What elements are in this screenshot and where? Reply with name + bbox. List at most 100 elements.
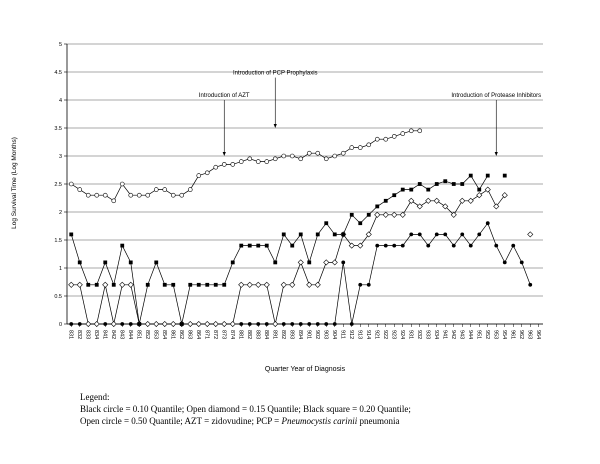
marker-black-square — [375, 204, 380, 209]
legend-line-1: Black circle = 0.10 Quantile; Open diamo… — [80, 404, 411, 414]
marker-open-diamond — [229, 320, 236, 328]
x-tick-label: 903 — [322, 330, 328, 339]
marker-open-diamond — [450, 211, 457, 218]
marker-black-square — [162, 282, 167, 287]
marker-black-circle — [349, 322, 354, 326]
marker-black-square — [69, 232, 74, 237]
x-tick-label: 912 — [348, 330, 354, 339]
marker-open-circle — [340, 150, 346, 156]
marker-open-circle — [204, 170, 210, 176]
marker-open-diamond — [365, 231, 372, 238]
x-tick-label: 904 — [331, 330, 337, 339]
marker-black-square — [341, 232, 346, 237]
marker-black-square — [315, 232, 320, 237]
x-tick-label: 843 — [118, 330, 124, 339]
marker-open-circle — [400, 131, 406, 136]
marker-open-diamond — [204, 320, 211, 328]
marker-black-square — [230, 260, 235, 265]
marker-open-diamond — [382, 211, 389, 218]
x-tick-label: 932 — [416, 330, 422, 339]
marker-black-square — [451, 182, 456, 186]
x-tick-label: 874 — [229, 330, 235, 339]
x-tick-label: 961 — [509, 330, 515, 339]
marker-open-diamond — [501, 192, 508, 199]
marker-black-circle — [239, 322, 244, 326]
marker-black-square — [460, 182, 465, 186]
x-tick-label: 921 — [373, 330, 379, 339]
marker-black-circle — [477, 232, 482, 237]
marker-black-square — [111, 282, 116, 287]
marker-open-circle — [383, 136, 389, 142]
y-tick-label: 2.5 — [54, 182, 62, 188]
marker-black-square — [103, 260, 108, 265]
x-tick-label: 962 — [518, 330, 524, 339]
marker-open-circle — [145, 192, 151, 198]
series-markers — [68, 128, 534, 328]
marker-open-diamond — [391, 211, 398, 218]
marker-black-square — [171, 282, 176, 287]
x-tick-label: 953 — [492, 330, 498, 339]
legend: Legend: Black circle = 0.10 Quantile; Op… — [80, 391, 590, 427]
marker-open-circle — [111, 198, 117, 204]
x-tick-label: 882 — [246, 330, 252, 339]
x-tick-label: 913 — [356, 330, 362, 339]
marker-black-circle — [341, 260, 346, 265]
x-tick-label: 872 — [212, 330, 218, 339]
x-tick-label: 941 — [441, 330, 447, 339]
x-tick-label: 934 — [433, 330, 439, 339]
marker-open-circle — [349, 145, 355, 150]
marker-black-circle — [120, 322, 125, 326]
x-tick-label: 894 — [297, 330, 303, 339]
marker-open-circle — [391, 134, 397, 139]
annotations: Introduction of AZT Introduction of PCP P… — [199, 71, 541, 156]
marker-black-circle — [485, 221, 490, 226]
marker-open-diamond — [408, 197, 415, 204]
y-tick-label: 4.5 — [54, 70, 62, 76]
marker-black-square — [434, 182, 439, 186]
y-tick-label: 3 — [59, 154, 62, 160]
marker-black-circle — [264, 322, 269, 326]
marker-black-square — [264, 243, 269, 248]
legend-line-2-italic: Pneumocystis carinii — [281, 416, 358, 426]
marker-black-square — [358, 221, 363, 226]
marker-open-diamond — [119, 281, 126, 288]
marker-open-circle — [102, 192, 108, 198]
y-tick-label: 2 — [59, 210, 62, 216]
legend-line-2-suffix: pneumonia — [357, 416, 400, 426]
series-line — [71, 189, 506, 325]
marker-black-circle — [400, 243, 405, 248]
marker-black-square — [409, 187, 414, 192]
legend-title: Legend: — [80, 392, 110, 402]
annotation-label: Introduction of PCP Prophylaxis — [233, 71, 318, 77]
y-axis-label: Log Survival Time (Log Months) — [11, 137, 18, 229]
marker-open-circle — [179, 192, 185, 198]
x-tick-label: 901 — [305, 330, 311, 339]
x-tick-label: 891 — [271, 330, 277, 339]
marker-black-square — [213, 282, 218, 287]
marker-black-circle — [128, 322, 133, 326]
x-tick-label: 933 — [424, 330, 430, 339]
grid-lines — [67, 43, 543, 325]
marker-open-circle — [408, 128, 414, 134]
marker-open-circle — [221, 162, 227, 167]
x-tick-label: 831 — [67, 330, 73, 339]
marker-open-diamond — [93, 320, 100, 328]
y-tick-label: 4 — [59, 98, 62, 104]
marker-black-circle — [103, 322, 108, 326]
x-tick-label: 914 — [365, 330, 371, 339]
x-tick-label: 884 — [263, 330, 269, 339]
marker-open-diamond — [76, 281, 83, 288]
marker-black-circle — [256, 322, 261, 326]
marker-open-diamond — [357, 242, 364, 249]
x-tick-label: 952 — [484, 330, 490, 339]
marker-open-diamond — [331, 259, 338, 266]
marker-black-square — [77, 260, 82, 265]
marker-open-diamond — [280, 281, 287, 288]
marker-black-square — [383, 198, 388, 203]
marker-open-diamond — [144, 320, 151, 328]
marker-open-diamond — [416, 203, 423, 210]
x-tick-label: 902 — [314, 330, 320, 339]
marker-open-diamond — [272, 320, 279, 328]
marker-open-diamond — [425, 197, 432, 204]
